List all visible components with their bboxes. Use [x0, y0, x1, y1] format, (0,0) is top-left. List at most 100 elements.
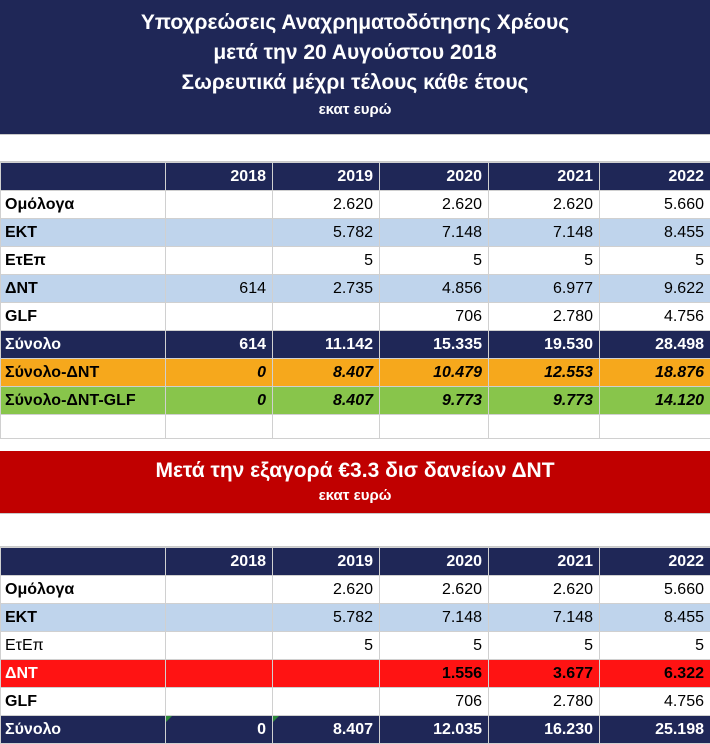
- table-cell: 9.622: [600, 275, 710, 303]
- table-cell: 5.660: [600, 191, 710, 219]
- section2-table: 2018 2019 2020 2021 2022 Ομόλογα 2.620 2…: [0, 547, 710, 744]
- table-header-row: 2018 2019 2020 2021 2022: [1, 548, 710, 576]
- table-cell: 8.407: [273, 387, 380, 415]
- row-label: GLF: [1, 688, 166, 716]
- table-cell: 5: [380, 632, 489, 660]
- table-cell: [273, 660, 380, 688]
- year-header: 2019: [273, 548, 380, 576]
- table-cell: 6.322: [600, 660, 710, 688]
- row-label: Σύνολο-ΔΝΤ: [1, 359, 166, 387]
- table-cell: 9.773: [380, 387, 489, 415]
- row-label: ΕΚΤ: [1, 219, 166, 247]
- table-cell: 5: [273, 247, 380, 275]
- row-label: ΕτΕπ: [1, 632, 166, 660]
- row-label: GLF: [1, 303, 166, 331]
- year-header: 2019: [273, 163, 380, 191]
- cell-error-indicator: [166, 716, 172, 722]
- row-label: ΔΝΤ: [1, 660, 166, 688]
- table-cell: 2.620: [273, 191, 380, 219]
- empty-cell: [166, 415, 273, 439]
- table-row: ΕΚΤ 5.782 7.148 7.148 8.455: [1, 219, 710, 247]
- table-cell: 9.773: [489, 387, 600, 415]
- table-cell: 18.876: [600, 359, 710, 387]
- empty-cell: [489, 415, 600, 439]
- table-cell: 5: [273, 632, 380, 660]
- table-row: ΔΝΤ 614 2.735 4.856 6.977 9.622: [1, 275, 710, 303]
- table-cell: 25.198: [600, 716, 710, 744]
- table-cell: 706: [380, 688, 489, 716]
- table-cell: 8.407: [273, 359, 380, 387]
- table-cell: 5.782: [273, 604, 380, 632]
- cell-error-indicator: [273, 716, 279, 722]
- table-cell: 8.455: [600, 219, 710, 247]
- table-cell: 5: [489, 632, 600, 660]
- table-cell: [166, 576, 273, 604]
- table-cell: 11.142: [273, 331, 380, 359]
- table-cell: 0: [166, 359, 273, 387]
- table-cell: [166, 604, 273, 632]
- section2-units: εκατ ευρώ: [0, 485, 710, 507]
- table-cell: 2.620: [380, 191, 489, 219]
- table-cell: 4.756: [600, 688, 710, 716]
- table-cell: 2.620: [380, 576, 489, 604]
- table-cell: 16.230: [489, 716, 600, 744]
- header-corner-cell: [1, 163, 166, 191]
- year-header: 2020: [380, 163, 489, 191]
- table-cell: 2.620: [489, 191, 600, 219]
- row-label: Σύνολο: [1, 331, 166, 359]
- total-row: Σύνολο 0 8.407 12.035 16.230 25.198: [1, 716, 710, 744]
- table-cell: 5: [489, 247, 600, 275]
- table-cell: 8.455: [600, 604, 710, 632]
- table-cell: 12.035: [380, 716, 489, 744]
- table-cell: 5: [380, 247, 489, 275]
- section1-title-line1: Υποχρεώσεις Αναχρηματοδότησης Χρέους: [0, 0, 710, 38]
- year-header: 2020: [380, 548, 489, 576]
- table-cell: [166, 688, 273, 716]
- table-cell: 7.148: [489, 604, 600, 632]
- year-header: 2022: [600, 548, 710, 576]
- section1-units: εκατ ευρώ: [0, 98, 710, 122]
- table-cell: 7.148: [380, 219, 489, 247]
- table-cell: 19.530: [489, 331, 600, 359]
- table-cell: [273, 303, 380, 331]
- row-label: ΕΚΤ: [1, 604, 166, 632]
- empty-cell: [380, 415, 489, 439]
- table-cell: [166, 219, 273, 247]
- table-cell: 614: [166, 331, 273, 359]
- table-row: ΕΚΤ 5.782 7.148 7.148 8.455: [1, 604, 710, 632]
- table-cell: 614: [166, 275, 273, 303]
- empty-cell: [600, 415, 710, 439]
- table-cell: 4.856: [380, 275, 489, 303]
- table-cell: 5.660: [600, 576, 710, 604]
- year-header: 2021: [489, 163, 600, 191]
- empty-row: [1, 415, 710, 439]
- table-cell: 5: [600, 632, 710, 660]
- section1-table: 2018 2019 2020 2021 2022 Ομόλογα 2.620 2…: [0, 162, 710, 439]
- table-cell: 5: [600, 247, 710, 275]
- section1-title-line3: Σωρευτικά μέχρι τέλους κάθε έτους: [0, 68, 710, 98]
- table-cell: 2.780: [489, 303, 600, 331]
- table-row: Ομόλογα 2.620 2.620 2.620 5.660: [1, 576, 710, 604]
- row-label: Σύνολο-ΔΝΤ-GLF: [1, 387, 166, 415]
- table-cell: [166, 303, 273, 331]
- section2-spacer-row: [0, 513, 710, 547]
- year-header: 2018: [166, 548, 273, 576]
- header-corner-cell: [1, 548, 166, 576]
- imf-row-highlighted: ΔΝΤ 1.556 3.677 6.322: [1, 660, 710, 688]
- table-cell: 6.977: [489, 275, 600, 303]
- year-header: 2022: [600, 163, 710, 191]
- table-row: GLF 706 2.780 4.756: [1, 303, 710, 331]
- table-row: ΕτΕπ 5 5 5 5: [1, 247, 710, 275]
- table-cell: [273, 688, 380, 716]
- table-cell: 28.498: [600, 331, 710, 359]
- table-cell: 4.756: [600, 303, 710, 331]
- section1-banner: Υποχρεώσεις Αναχρηματοδότησης Χρέους μετ…: [0, 0, 710, 134]
- table-cell: 706: [380, 303, 489, 331]
- table-cell: 10.479: [380, 359, 489, 387]
- table-header-row: 2018 2019 2020 2021 2022: [1, 163, 710, 191]
- row-label: ΕτΕπ: [1, 247, 166, 275]
- table-cell: 5.782: [273, 219, 380, 247]
- table-cell: 1.556: [380, 660, 489, 688]
- section1-title-line2: μετά την 20 Αυγούστου 2018: [0, 38, 710, 68]
